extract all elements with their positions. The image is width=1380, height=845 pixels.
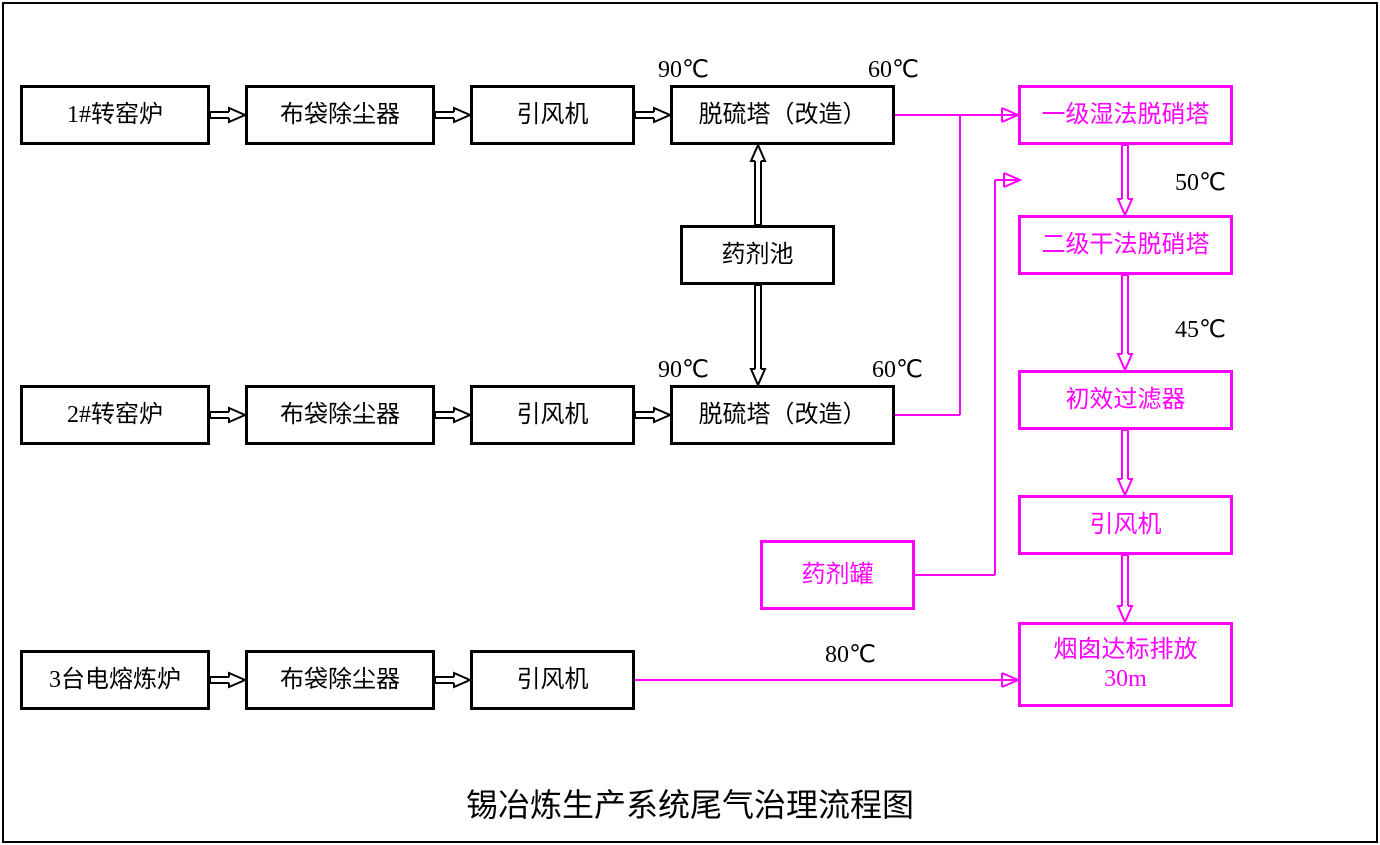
node-n12: 引风机 <box>470 650 635 710</box>
node-m4: 引风机 <box>1018 495 1233 555</box>
node-n5: 药剂池 <box>680 225 835 285</box>
node-m3: 初效过滤器 <box>1018 370 1233 430</box>
diagram-title: 锡冶炼生产系统尾气治理流程图 <box>0 780 1380 826</box>
temp-label-5: 60℃ <box>872 355 923 384</box>
node-n9: 脱硫塔（改造） <box>670 385 895 445</box>
node-n1: 1#转窑炉 <box>20 85 210 145</box>
temp-label-0: 90℃ <box>658 55 709 84</box>
node-n6: 2#转窑炉 <box>20 385 210 445</box>
node-m5: 烟囱达标排放 30m <box>1018 622 1233 707</box>
temp-label-4: 90℃ <box>658 355 709 384</box>
node-n2: 布袋除尘器 <box>245 85 435 145</box>
temp-label-6: 80℃ <box>825 640 876 669</box>
node-n3: 引风机 <box>470 85 635 145</box>
node-n10: 3台电熔炼炉 <box>20 650 210 710</box>
node-n11: 布袋除尘器 <box>245 650 435 710</box>
node-n8: 引风机 <box>470 385 635 445</box>
temp-label-1: 60℃ <box>868 55 919 84</box>
node-m2: 二级干法脱硝塔 <box>1018 215 1233 275</box>
node-n7: 布袋除尘器 <box>245 385 435 445</box>
node-m6: 药剂罐 <box>760 540 915 610</box>
node-m1: 一级湿法脱硝塔 <box>1018 85 1233 145</box>
temp-label-2: 50℃ <box>1175 168 1226 197</box>
node-n4: 脱硫塔（改造） <box>670 85 895 145</box>
temp-label-3: 45℃ <box>1175 315 1226 344</box>
